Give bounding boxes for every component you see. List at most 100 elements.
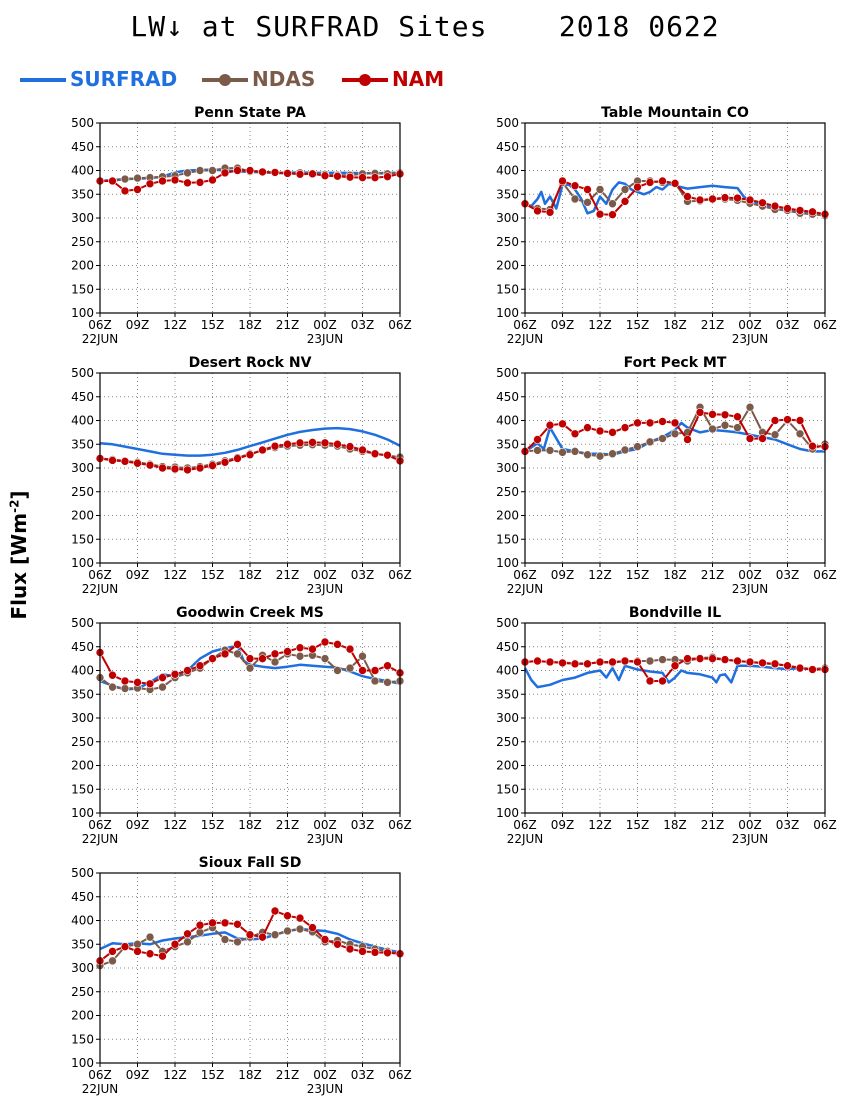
y-tick-label: 300 xyxy=(496,211,519,225)
data-point-ndas xyxy=(595,185,605,194)
y-tick-label: 200 xyxy=(496,759,519,773)
x-tick-label: 18Z xyxy=(238,818,262,832)
data-point-nam xyxy=(195,661,205,671)
x-date-label: 23JUN xyxy=(307,832,344,846)
data-point-nam xyxy=(645,178,655,187)
data-point-nam xyxy=(133,185,142,194)
x-tick-label: 09Z xyxy=(551,318,575,332)
y-tick-label: 100 xyxy=(71,1056,94,1070)
data-point-ndas xyxy=(583,198,592,207)
data-point-nam xyxy=(383,450,392,460)
data-point-nam xyxy=(233,166,242,175)
data-point-nam xyxy=(545,208,555,217)
panel-title: Goodwin Creek MS xyxy=(176,605,324,621)
data-point-nam xyxy=(233,454,242,463)
x-tick-label: 21Z xyxy=(701,818,725,832)
plot-frame xyxy=(524,122,826,314)
data-point-nam xyxy=(620,197,630,206)
data-point-nam xyxy=(308,169,317,179)
legend-line-surfrad xyxy=(20,78,66,82)
data-point-ndas xyxy=(158,682,167,692)
data-point-ndas xyxy=(558,448,567,457)
data-point-nam xyxy=(133,678,142,687)
x-tick-label: 21Z xyxy=(701,568,725,582)
series-line-surfrad xyxy=(99,426,401,457)
x-tick-label: 06Z xyxy=(513,318,537,332)
data-point-ndas xyxy=(295,924,305,934)
data-point-nam xyxy=(370,173,380,182)
data-point-nam xyxy=(708,410,717,419)
data-point-nam xyxy=(533,435,542,444)
data-point-nam xyxy=(333,171,342,181)
data-point-ndas xyxy=(720,420,730,430)
data-point-ndas xyxy=(658,655,667,664)
x-tick-label: 09Z xyxy=(551,818,575,832)
plot-frame xyxy=(524,622,826,814)
x-date-label: 23JUN xyxy=(732,832,769,846)
data-point-nam xyxy=(220,168,230,178)
data-point-nam xyxy=(183,666,192,675)
data-point-nam xyxy=(645,676,655,686)
series-line-surfrad xyxy=(523,664,826,689)
y-tick-label: 350 xyxy=(496,437,519,451)
y-tick-label: 100 xyxy=(71,556,94,570)
chart-panel: Bondville IL 100 150 200 250 300 350 400 450 500 0… xyxy=(496,605,837,846)
x-tick-label: 06Z xyxy=(388,568,412,582)
data-point-nam xyxy=(645,418,655,428)
data-point-nam xyxy=(258,445,267,455)
data-point-nam xyxy=(233,919,242,929)
y-tick-label: 250 xyxy=(71,985,94,999)
x-tick-label: 18Z xyxy=(663,568,687,582)
data-point-nam xyxy=(283,169,292,178)
x-tick-label: 00Z xyxy=(738,568,762,582)
x-tick-label: 15Z xyxy=(626,318,650,332)
y-tick-label: 400 xyxy=(71,664,94,678)
data-point-ndas xyxy=(595,451,605,461)
data-point-ndas xyxy=(183,937,192,947)
x-tick-label: 21Z xyxy=(276,1068,300,1082)
data-point-nam xyxy=(808,441,817,451)
data-point-ndas xyxy=(120,174,130,184)
x-tick-label: 00Z xyxy=(738,818,762,832)
y-tick-label: 300 xyxy=(496,461,519,475)
data-point-nam xyxy=(245,166,255,175)
data-point-nam xyxy=(345,644,355,654)
x-tick-label: 03Z xyxy=(351,568,375,582)
panel-title: Penn State PA xyxy=(194,105,306,121)
x-tick-label: 18Z xyxy=(663,818,687,832)
data-point-ndas xyxy=(120,684,130,693)
x-date-label: 22JUN xyxy=(507,832,544,846)
data-point-nam xyxy=(108,947,117,956)
data-point-nam xyxy=(658,676,667,686)
data-point-nam xyxy=(658,176,667,186)
data-point-nam xyxy=(758,658,767,668)
y-tick-label: 300 xyxy=(496,711,519,725)
x-tick-label: 21Z xyxy=(701,318,725,332)
data-point-nam xyxy=(358,947,367,956)
chart-panel: Goodwin Creek MS 100 150 200 250 300 350 400 450… xyxy=(71,605,412,846)
data-point-ndas xyxy=(770,430,780,440)
y-tick-label: 150 xyxy=(71,1032,94,1046)
data-point-nam xyxy=(558,658,567,668)
data-point-nam xyxy=(683,192,692,201)
y-tick-label: 350 xyxy=(496,187,519,201)
data-point-nam xyxy=(570,659,580,669)
data-point-ndas xyxy=(233,937,242,947)
x-tick-label: 00Z xyxy=(313,1068,337,1082)
x-tick-label: 00Z xyxy=(313,568,337,582)
data-point-nam xyxy=(745,657,755,667)
x-tick-label: 12Z xyxy=(163,568,187,582)
data-point-nam xyxy=(345,944,355,954)
y-tick-label: 450 xyxy=(71,890,94,904)
x-tick-label: 21Z xyxy=(276,318,300,332)
x-tick-label: 06Z xyxy=(813,568,837,582)
data-point-nam xyxy=(608,428,617,437)
data-point-nam xyxy=(720,410,730,420)
data-point-ndas xyxy=(333,666,342,675)
x-tick-label: 12Z xyxy=(163,318,187,332)
data-point-nam xyxy=(108,456,117,465)
data-point-nam xyxy=(695,408,705,417)
y-tick-label: 400 xyxy=(496,414,519,428)
data-point-nam xyxy=(195,920,205,930)
